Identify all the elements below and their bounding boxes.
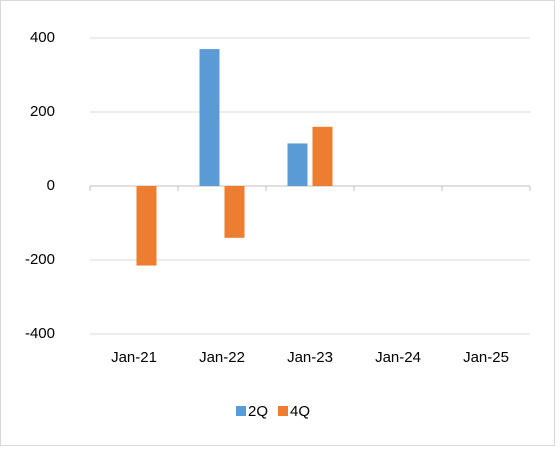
x-tick-label: Jan-24 xyxy=(375,349,421,366)
bar xyxy=(287,143,308,186)
bar xyxy=(312,126,333,186)
x-tick-label: Jan-25 xyxy=(463,349,509,366)
bar xyxy=(224,186,245,238)
legend-swatch xyxy=(236,406,246,416)
x-tick-label: Jan-21 xyxy=(111,349,157,366)
y-tick-label: -400 xyxy=(25,325,55,342)
y-tick-label: -200 xyxy=(25,251,55,268)
x-tick-label: Jan-23 xyxy=(287,349,333,366)
legend-label: 2Q xyxy=(248,403,268,420)
bar xyxy=(136,186,157,266)
legend-label: 4Q xyxy=(290,403,310,420)
x-tick-label: Jan-22 xyxy=(199,349,245,366)
legend-swatch xyxy=(278,406,288,416)
y-tick-label: 400 xyxy=(30,29,55,46)
y-tick-label: 200 xyxy=(30,103,55,120)
bar xyxy=(199,49,220,186)
y-tick-label: 0 xyxy=(47,177,55,194)
